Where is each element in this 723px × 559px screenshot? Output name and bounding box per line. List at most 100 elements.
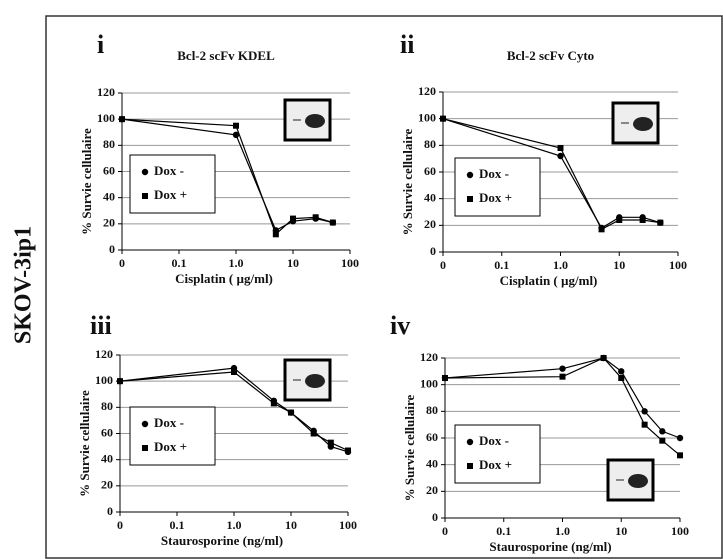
- x-tick-label: 10: [613, 258, 625, 272]
- marker: [272, 231, 279, 238]
- marker: [618, 368, 625, 375]
- legend-label: Dox -: [479, 433, 509, 448]
- y-tick-label: 60: [424, 164, 436, 178]
- legend-marker: [466, 171, 474, 179]
- marker: [440, 115, 446, 122]
- x-tick-label: 1.0: [229, 256, 244, 270]
- panel-label: ii: [400, 30, 414, 59]
- legend-box: [129, 154, 216, 214]
- y-tick-label: 120: [420, 350, 438, 364]
- marker: [233, 122, 239, 129]
- panel-label: i: [97, 30, 104, 59]
- legend-box: [454, 424, 541, 484]
- inset-band: [633, 117, 653, 131]
- side-label: SKOV-3ip1: [11, 226, 37, 344]
- y-tick-label: 40: [426, 456, 438, 470]
- y-axis-label: % Survie cellulaire: [400, 128, 415, 235]
- x-tick-label: 0.1: [494, 258, 509, 272]
- marker: [119, 116, 125, 123]
- x-axis-label: Staurosporine (ng/ml): [161, 533, 283, 548]
- legend-label: Dox +: [154, 439, 187, 454]
- chart-title: Bcl-2 scFv Cyto: [507, 48, 594, 63]
- marker: [659, 437, 666, 444]
- y-tick-label: 120: [95, 347, 113, 361]
- y-tick-label: 100: [95, 373, 113, 387]
- marker: [559, 365, 566, 372]
- y-tick-label: 80: [103, 137, 115, 151]
- x-tick-label: 0.1: [172, 256, 187, 270]
- x-tick-label: 100: [671, 524, 689, 538]
- y-tick-label: 20: [101, 478, 113, 492]
- marker: [231, 369, 237, 376]
- x-tick-label: 1.0: [555, 524, 570, 538]
- legend-marker: [142, 193, 148, 199]
- marker: [557, 145, 564, 151]
- y-tick-label: 100: [420, 376, 438, 390]
- marker: [618, 375, 625, 381]
- x-tick-label: 0: [119, 256, 125, 270]
- legend-label: Dox +: [479, 457, 512, 472]
- x-tick-label: 100: [669, 258, 687, 272]
- panel-label: iv: [390, 311, 410, 340]
- legend-marker: [467, 463, 473, 469]
- y-tick-label: 20: [426, 483, 438, 497]
- marker: [442, 375, 448, 381]
- frame: [45, 15, 723, 559]
- x-tick-label: 0.1: [170, 518, 185, 532]
- legend-label: Dox +: [479, 190, 512, 205]
- inset-band: [305, 374, 325, 388]
- marker: [310, 430, 317, 437]
- y-tick-label: 40: [424, 190, 436, 204]
- marker: [288, 409, 294, 416]
- x-tick-label: 0: [117, 518, 123, 532]
- x-axis-label: Cisplatin ( µg/ml): [175, 271, 273, 286]
- x-tick-label: 0: [440, 258, 446, 272]
- legend-marker: [142, 445, 148, 451]
- x-axis-label: Staurosporine (ng/ml): [489, 539, 611, 554]
- marker: [232, 131, 240, 139]
- y-tick-label: 40: [103, 189, 115, 203]
- marker: [639, 217, 646, 223]
- y-tick-label: 100: [418, 110, 436, 124]
- y-tick-label: 0: [432, 510, 438, 524]
- y-axis-label: % Survie cellulaire: [77, 390, 92, 497]
- y-tick-label: 60: [101, 425, 113, 439]
- x-axis-label: Cisplatin ( µg/ml): [500, 273, 598, 288]
- y-tick-label: 120: [97, 85, 115, 99]
- y-tick-label: 20: [103, 216, 115, 230]
- marker: [598, 226, 605, 233]
- marker: [557, 152, 564, 160]
- y-tick-label: 60: [426, 430, 438, 444]
- marker: [327, 439, 334, 446]
- marker: [600, 355, 607, 361]
- chart-title: Bcl-2 scFv KDEL: [177, 48, 275, 63]
- inset-band: [628, 474, 648, 488]
- marker: [290, 215, 296, 222]
- x-tick-label: 100: [339, 518, 357, 532]
- legend-marker: [467, 196, 473, 202]
- y-axis-label: % Survie cellulaire: [79, 128, 94, 235]
- x-tick-label: 0: [442, 524, 448, 538]
- marker: [312, 214, 319, 221]
- y-tick-label: 80: [101, 399, 113, 413]
- y-tick-label: 0: [109, 242, 115, 256]
- y-tick-label: 80: [424, 137, 436, 151]
- y-tick-label: 120: [418, 84, 436, 98]
- y-axis-label: % Survie cellulaire: [402, 394, 417, 501]
- marker: [117, 378, 123, 385]
- legend-label: Dox +: [154, 187, 187, 202]
- marker: [641, 408, 648, 415]
- panel-label: iii: [90, 311, 112, 340]
- y-tick-label: 60: [103, 163, 115, 177]
- legend-marker: [141, 168, 149, 176]
- marker: [616, 217, 623, 223]
- marker: [657, 219, 664, 226]
- marker: [677, 452, 683, 459]
- inset-band: [305, 114, 325, 128]
- x-tick-label: 0.1: [496, 524, 511, 538]
- legend-box: [129, 406, 216, 466]
- y-tick-label: 40: [101, 451, 113, 465]
- legend-marker: [466, 438, 474, 446]
